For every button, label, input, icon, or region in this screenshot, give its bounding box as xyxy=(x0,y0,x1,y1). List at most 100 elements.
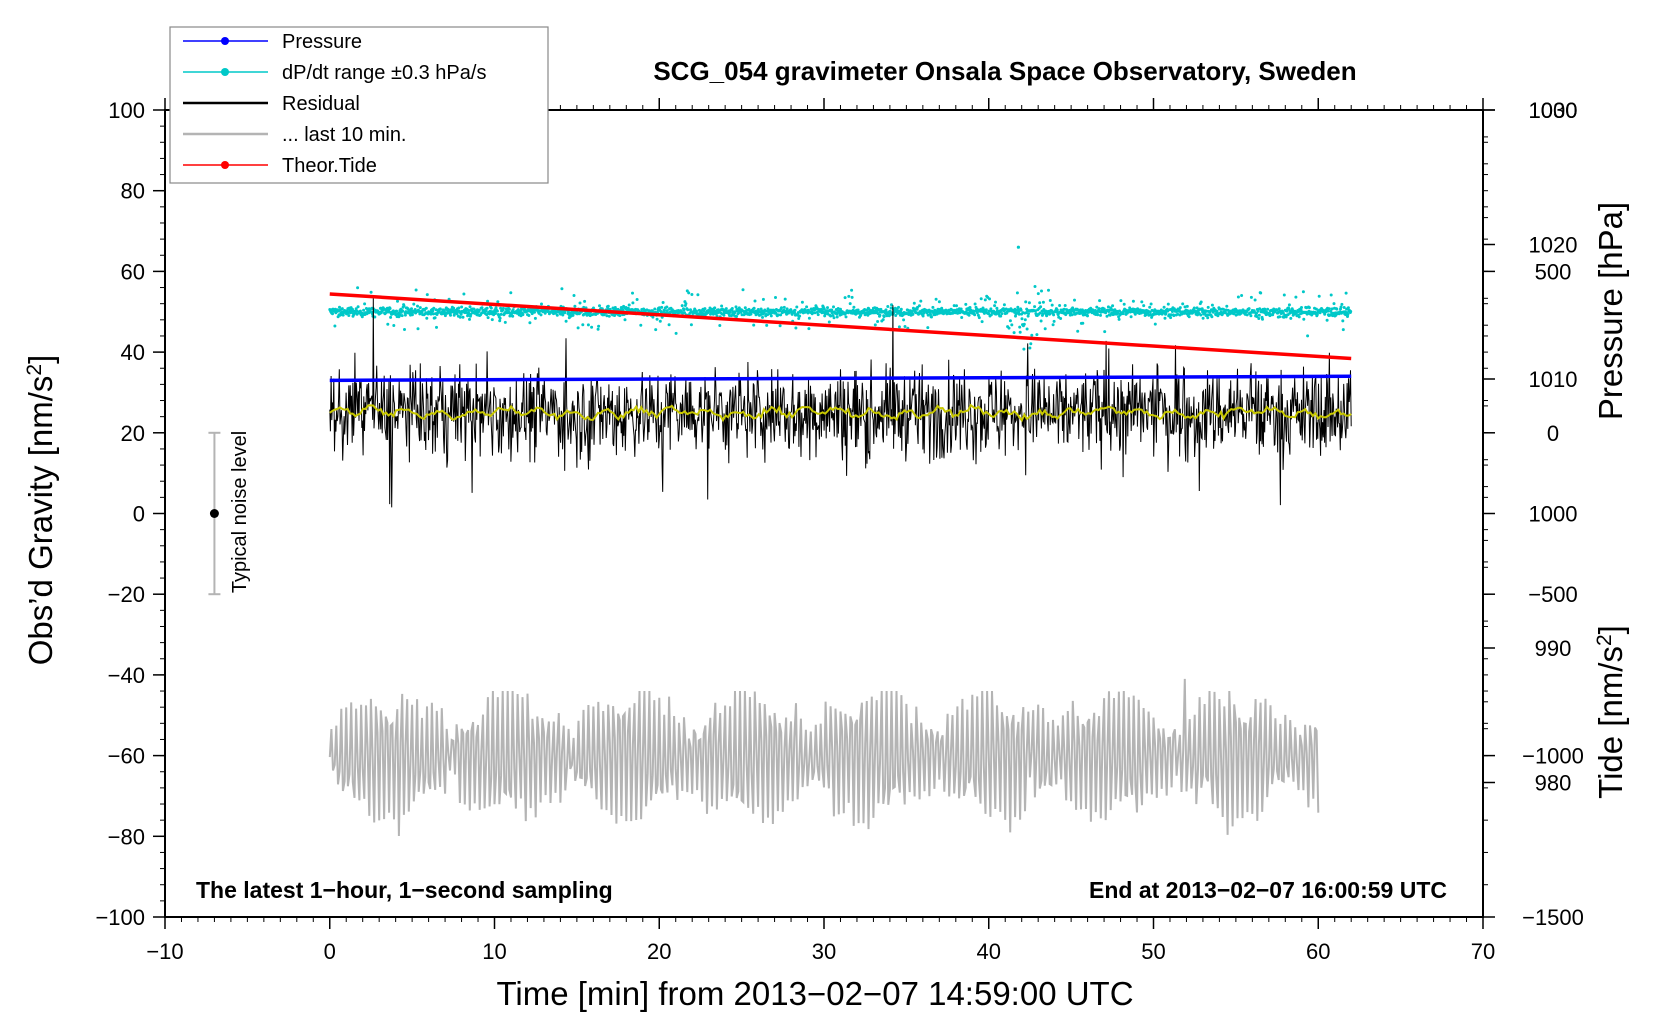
dpdt-point xyxy=(1048,299,1052,302)
dpdt-point xyxy=(826,306,829,310)
dpdt-point xyxy=(718,324,722,327)
dpdt-point xyxy=(1105,314,1109,318)
dpdt-point xyxy=(835,312,839,316)
dpdt-point xyxy=(1314,307,1318,311)
axis-ticks: −10 0 10 20 30 40 50 60 70−100−80−60−40−20020406… xyxy=(95,98,1584,964)
dpdt-point xyxy=(1098,299,1102,303)
dpdt-point xyxy=(979,297,983,301)
legend-marker xyxy=(221,68,229,76)
dpdt-point xyxy=(994,300,997,304)
dpdt-point xyxy=(631,291,634,295)
dpdt-point xyxy=(807,327,811,331)
dpdt-point xyxy=(873,323,877,327)
dpdt-point xyxy=(331,312,334,316)
dpdt-point xyxy=(438,307,442,311)
dpdt-point xyxy=(917,304,921,308)
dpdt-point xyxy=(765,323,769,327)
dpdt-point xyxy=(1035,333,1039,337)
y-axis-label-tide: Tide [nm/s2] xyxy=(1592,625,1629,799)
y-tick-label: 0 xyxy=(133,502,145,527)
dpdt-point xyxy=(890,303,893,307)
dpdt-point xyxy=(1176,312,1180,316)
dpdt-point xyxy=(807,316,811,320)
tide-tick-label: −1000 xyxy=(1522,744,1584,769)
dpdt-point xyxy=(503,320,507,324)
dpdt-point xyxy=(760,309,764,313)
dpdt-point xyxy=(884,308,888,312)
dpdt-point xyxy=(696,293,700,297)
dpdt-point xyxy=(1081,321,1085,325)
dpdt-point xyxy=(1048,312,1052,316)
dpdt-point xyxy=(590,325,594,329)
dpdt-point xyxy=(878,313,882,317)
dpdt-point xyxy=(999,314,1003,318)
dpdt-point xyxy=(1206,316,1210,320)
plot-area xyxy=(328,245,1353,837)
dpdt-point xyxy=(713,306,717,310)
dpdt-point xyxy=(988,297,991,301)
dpdt-point xyxy=(926,313,930,317)
dpdt-point xyxy=(1024,300,1028,304)
dpdt-point xyxy=(1058,304,1062,307)
dpdt-point xyxy=(703,307,707,311)
tide-tick-label: −1500 xyxy=(1522,905,1584,930)
y-tick-label: −80 xyxy=(108,824,145,849)
dpdt-point xyxy=(1025,327,1029,331)
dpdt-point xyxy=(1002,303,1006,307)
dpdt-point xyxy=(519,309,523,313)
dpdt-point xyxy=(1153,322,1157,326)
pressure-tick-label: 990 xyxy=(1535,636,1572,661)
y-tick-label: 60 xyxy=(121,259,145,284)
dpdt-point xyxy=(959,307,963,311)
dpdt-point xyxy=(571,313,575,317)
dpdt-point xyxy=(674,331,678,335)
dpdt-point xyxy=(386,322,390,326)
dpdt-point xyxy=(392,324,396,327)
dpdt-point xyxy=(583,299,587,303)
dpdt-point xyxy=(468,317,471,321)
dpdt-point xyxy=(1103,330,1107,334)
dpdt-point xyxy=(1000,312,1004,316)
dpdt-point xyxy=(1034,309,1037,313)
dpdt-point xyxy=(403,328,406,331)
dpdt-outlier-point xyxy=(1016,245,1021,249)
dpdt-point xyxy=(1329,309,1333,313)
dpdt-point xyxy=(741,288,745,292)
dpdt-point xyxy=(1302,317,1306,321)
dpdt-point xyxy=(369,290,373,294)
dpdt-point xyxy=(1119,299,1123,303)
dpdt-point xyxy=(1236,295,1240,299)
dpdt-point xyxy=(1330,307,1334,311)
plot-frame xyxy=(164,109,1484,918)
dpdt-point xyxy=(1340,302,1344,306)
x-tick-label: 10 xyxy=(482,939,506,964)
dpdt-point xyxy=(618,314,622,318)
dpdt-point xyxy=(1245,313,1249,317)
dpdt-point xyxy=(1019,308,1023,312)
note-sampling: The latest 1−hour, 1−second sampling xyxy=(196,877,613,903)
dpdt-point xyxy=(885,314,889,318)
dpdt-point xyxy=(1263,307,1267,311)
dpdt-point xyxy=(980,320,984,324)
dpdt-point xyxy=(1051,323,1055,327)
dpdt-point xyxy=(1253,298,1257,302)
dpdt-point xyxy=(663,309,666,312)
dpdt-point xyxy=(850,288,854,292)
dpdt-point xyxy=(420,310,424,314)
dpdt-point xyxy=(1026,314,1030,318)
pressure-tick-label: 1020 xyxy=(1529,233,1578,258)
dpdt-point xyxy=(993,304,997,308)
dpdt-point xyxy=(1225,304,1229,308)
dpdt-point xyxy=(623,318,627,322)
dpdt-point xyxy=(403,313,407,317)
dpdt-point xyxy=(1118,309,1121,313)
dpdt-point xyxy=(778,324,782,328)
dpdt-point xyxy=(926,326,930,330)
y-axis-label-gravity: Obs’d Gravity [nm/s2] xyxy=(22,355,59,666)
dpdt-point xyxy=(528,321,532,325)
superscript-2: 2 xyxy=(1593,634,1616,646)
dpdt-point xyxy=(555,313,559,317)
dpdt-point xyxy=(1039,305,1043,309)
dpdt-point xyxy=(1344,291,1348,295)
dpdt-point xyxy=(975,311,979,315)
